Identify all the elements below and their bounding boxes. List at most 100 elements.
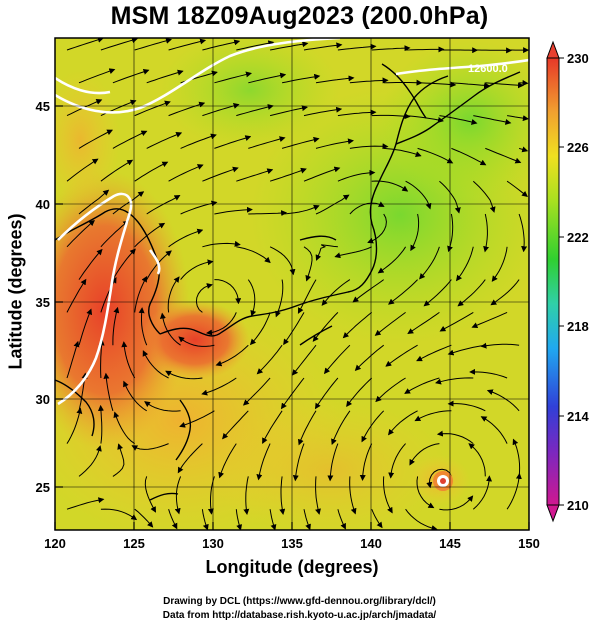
streamline <box>315 75 355 84</box>
streamline <box>214 206 253 215</box>
streamline <box>518 146 529 153</box>
streamline <box>168 509 178 530</box>
streamline <box>100 508 138 521</box>
streamline <box>180 259 214 280</box>
streamline <box>281 136 320 149</box>
contour-label: 12600.0 <box>468 63 508 75</box>
streamline <box>297 279 317 314</box>
streamline <box>388 443 406 479</box>
streamline <box>382 476 393 514</box>
streamline <box>269 509 277 530</box>
streamline <box>214 135 252 149</box>
streamline <box>179 410 215 428</box>
streamline <box>100 159 134 182</box>
x-axis-ticks <box>54 522 530 530</box>
streamline <box>473 115 512 125</box>
streamline <box>202 240 241 248</box>
streamline <box>472 475 493 510</box>
streamline <box>367 213 387 244</box>
streamline <box>66 497 105 510</box>
streamline <box>142 350 169 379</box>
colorbar-tick-label: 214 <box>567 409 589 424</box>
x-tick-label: 130 <box>202 536 224 551</box>
streamline <box>303 106 343 117</box>
streamline <box>303 166 341 182</box>
streamline <box>66 219 95 248</box>
streamline <box>315 194 350 215</box>
streamline <box>112 248 136 280</box>
map-title: MSM 18Z09Aug2023 (200.0hPa) <box>110 2 489 30</box>
streamline <box>98 339 105 379</box>
streamline <box>469 368 508 379</box>
streamline <box>195 283 213 313</box>
streamline <box>337 109 377 117</box>
streamline <box>447 344 486 356</box>
streamline <box>168 38 207 51</box>
streamline <box>349 476 357 515</box>
x-axis-label: Longitude (degrees) <box>205 557 379 577</box>
streamline <box>371 45 411 52</box>
streamline <box>405 115 444 123</box>
streamline <box>202 39 241 51</box>
streamline <box>78 445 102 477</box>
colorbar-max-arrow <box>546 40 560 59</box>
streamline <box>134 38 172 51</box>
streamline <box>97 404 104 444</box>
x-tick-label: 145 <box>439 536 461 551</box>
streamline <box>168 164 204 182</box>
streamline <box>507 115 529 122</box>
streamline <box>518 213 528 253</box>
streamline <box>269 167 307 182</box>
streamline <box>123 380 147 412</box>
streamline <box>417 147 454 164</box>
streamline <box>375 377 406 403</box>
streamline <box>439 180 461 214</box>
streamline <box>214 279 242 305</box>
y-tick-label: 30 <box>36 392 50 407</box>
streamline <box>385 344 418 367</box>
streamline <box>215 344 249 367</box>
streamline <box>480 342 520 349</box>
streamline <box>377 246 407 274</box>
streamline <box>235 509 243 530</box>
streamline <box>236 104 274 117</box>
streamline <box>112 130 148 149</box>
streamline <box>112 306 120 346</box>
streamline <box>247 279 257 317</box>
temperature-field <box>55 38 529 530</box>
streamline <box>405 180 432 210</box>
streamline <box>346 377 373 408</box>
colorbar-tick-label: 226 <box>567 140 589 155</box>
streamline <box>331 410 351 446</box>
streamline <box>146 132 183 149</box>
streamline <box>361 410 385 443</box>
streamline <box>472 180 496 213</box>
x-tick-label: 125 <box>123 536 145 551</box>
colorbar-tick-label: 222 <box>567 230 589 245</box>
typhoon-center-marker <box>433 471 453 491</box>
streamline <box>112 443 125 477</box>
streamline <box>490 279 520 306</box>
streamline <box>121 341 136 379</box>
streamline <box>256 344 283 375</box>
y-axis-ticks <box>55 105 63 488</box>
streamline <box>248 72 287 84</box>
streamline <box>410 213 420 252</box>
streamline <box>66 407 83 444</box>
streamline <box>100 220 130 248</box>
colorbar-tick-label: 218 <box>567 319 589 334</box>
streamline <box>315 244 338 261</box>
streamline <box>282 73 321 84</box>
height-contours <box>55 38 529 406</box>
streamline <box>416 476 435 509</box>
y-tick-label: 45 <box>36 99 50 114</box>
streamline <box>178 336 215 347</box>
streamline <box>279 476 286 515</box>
streamline <box>349 143 389 150</box>
colorbar-tick-label: 230 <box>567 51 589 66</box>
streamline <box>312 312 339 342</box>
streamline <box>103 372 114 411</box>
streamline <box>439 311 474 332</box>
streamline <box>280 377 305 410</box>
